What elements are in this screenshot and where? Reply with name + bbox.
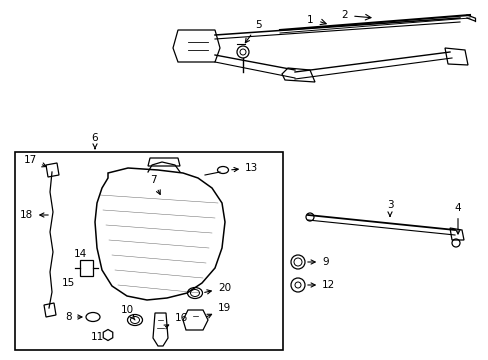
- Text: 10: 10: [120, 305, 135, 320]
- Text: 11: 11: [90, 332, 103, 342]
- Bar: [80, 260, 93, 276]
- Text: 4: 4: [454, 203, 460, 234]
- Text: 17: 17: [24, 155, 46, 167]
- Text: 20: 20: [204, 283, 231, 294]
- Text: 8: 8: [65, 312, 82, 322]
- Text: 12: 12: [307, 280, 335, 290]
- Text: 14: 14: [73, 249, 86, 259]
- Text: 19: 19: [206, 303, 231, 318]
- Text: 7: 7: [149, 175, 160, 194]
- Text: 1: 1: [306, 15, 313, 25]
- Text: 13: 13: [231, 163, 258, 173]
- Text: 2: 2: [341, 10, 347, 20]
- Text: 15: 15: [61, 278, 75, 288]
- Text: 5: 5: [245, 20, 261, 43]
- Text: 9: 9: [307, 257, 328, 267]
- Text: 6: 6: [92, 133, 98, 149]
- Text: 18: 18: [20, 210, 48, 220]
- Bar: [15, 152, 283, 350]
- Text: 3: 3: [386, 200, 392, 216]
- Text: 16: 16: [163, 313, 188, 329]
